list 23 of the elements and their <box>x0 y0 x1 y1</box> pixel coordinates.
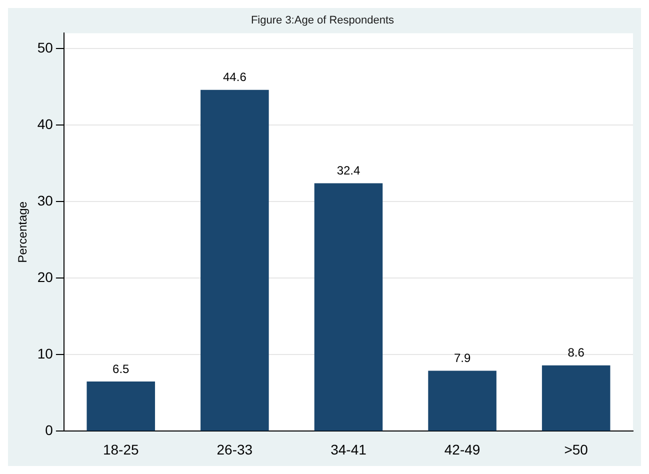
y-tick-label: 30 <box>37 192 54 208</box>
data-label: 7.9 <box>454 351 471 366</box>
x-tick-label: >50 <box>564 441 588 458</box>
y-tick-label: 20 <box>37 268 54 285</box>
bar <box>200 90 269 431</box>
x-tick-label: 34-41 <box>330 441 367 458</box>
y-tick-label: 40 <box>37 116 54 132</box>
x-tick-label: 26-33 <box>216 441 253 458</box>
y-tick-label: 0 <box>45 422 54 438</box>
bar <box>314 183 383 431</box>
data-label: 44.6 <box>223 70 247 84</box>
bar <box>428 370 496 431</box>
y-axis-title: Percentage <box>16 201 30 263</box>
bar <box>542 365 610 431</box>
data-label: 6.5 <box>112 362 130 376</box>
data-label: 32.4 <box>336 164 360 178</box>
x-tick-label: 42-49 <box>444 441 480 458</box>
bar <box>86 381 156 431</box>
y-tick-label: 10 <box>37 346 54 362</box>
y-tick-label: 50 <box>37 39 54 56</box>
chart-title: Figure 3:Age of Respondents <box>250 14 395 27</box>
x-tick-label: 18-25 <box>102 441 139 458</box>
data-label: 8.6 <box>568 346 585 360</box>
